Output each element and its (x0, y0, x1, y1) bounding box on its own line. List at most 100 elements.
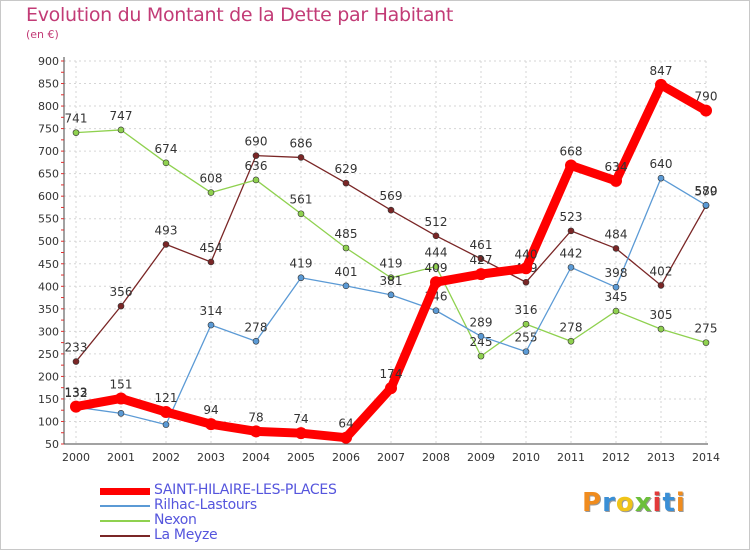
y-tick-label: 400 (38, 280, 59, 293)
data-label: 629 (335, 162, 358, 176)
data-label: 381 (380, 274, 403, 288)
data-label: 847 (650, 64, 673, 78)
y-tick-label: 50 (45, 438, 59, 451)
data-point (117, 302, 125, 310)
data-point (565, 159, 577, 172)
data-label: 444 (425, 245, 448, 259)
x-tick-label: 2000 (62, 451, 90, 464)
y-tick-label: 750 (38, 123, 59, 136)
data-point (610, 174, 622, 187)
data-label: 78 (248, 410, 263, 424)
data-label: 686 (290, 136, 313, 150)
data-label: 741 (65, 112, 88, 126)
data-label: 356 (110, 285, 133, 299)
data-point (252, 152, 260, 159)
data-label: 668 (560, 145, 583, 159)
data-label: 398 (605, 266, 628, 280)
data-label: 747 (110, 109, 133, 123)
y-tick-label: 200 (38, 370, 59, 383)
logo-letter: i (675, 488, 686, 518)
logo-letter: o (615, 488, 635, 518)
data-label: 314 (200, 304, 223, 318)
chart-subtitle: (en €) (26, 28, 59, 41)
data-label: 64 (338, 417, 353, 431)
data-point (430, 276, 442, 289)
legend-label: Rilhac-Lastours (154, 497, 257, 513)
data-label: 345 (605, 290, 628, 304)
data-point (117, 410, 125, 417)
y-tick-label: 500 (38, 235, 59, 248)
legend-swatch (100, 505, 150, 507)
data-point (72, 129, 80, 136)
data-label: 440 (515, 247, 538, 261)
data-point (387, 274, 395, 282)
x-tick-label: 2003 (197, 451, 225, 464)
logo-letter: P (582, 488, 603, 518)
chart-title: Evolution du Montant de la Dette par Hab… (26, 4, 454, 26)
data-label: 512 (425, 215, 448, 229)
data-label: 151 (110, 377, 133, 391)
data-point (567, 264, 575, 271)
data-label: 579 (695, 185, 718, 199)
data-point (207, 258, 215, 266)
data-point (385, 382, 397, 395)
data-point (477, 333, 485, 340)
data-point (342, 179, 350, 187)
x-tick-label: 2004 (242, 451, 270, 464)
data-label: 121 (155, 391, 178, 405)
legend-swatch (100, 520, 150, 522)
data-label: 485 (335, 227, 358, 241)
data-label: 461 (470, 238, 493, 252)
data-point (432, 307, 440, 314)
data-point (432, 263, 440, 270)
data-point (700, 104, 712, 117)
x-tick-label: 2005 (287, 451, 315, 464)
data-label: 569 (380, 189, 403, 203)
x-tick-label: 2008 (422, 451, 450, 464)
x-tick-label: 2009 (467, 451, 495, 464)
data-point (70, 400, 82, 413)
data-point (252, 337, 260, 345)
data-label: 74 (293, 412, 308, 426)
data-label: 278 (245, 320, 268, 334)
data-point (387, 206, 395, 214)
data-point (387, 291, 395, 299)
data-label: 634 (605, 160, 628, 174)
data-point (657, 174, 665, 182)
data-point (205, 418, 217, 431)
data-label: 316 (515, 303, 538, 317)
data-label: 636 (245, 159, 268, 173)
data-point (207, 321, 215, 329)
y-tick-label: 850 (38, 78, 59, 91)
data-label: 419 (290, 257, 313, 271)
y-tick-label: 450 (38, 258, 59, 271)
legend-label: SAINT-HILAIRE-LES-PLACES (154, 482, 337, 498)
data-point (162, 241, 170, 248)
data-point (117, 126, 125, 134)
data-point (250, 425, 262, 438)
x-tick-label: 2012 (602, 451, 630, 464)
data-label: 484 (605, 227, 628, 241)
data-point (207, 189, 215, 196)
data-label: 580 (695, 184, 718, 198)
data-label: 409 (425, 261, 448, 275)
data-point (522, 348, 530, 355)
data-label: 427 (470, 253, 493, 267)
y-tick-label: 350 (38, 303, 59, 316)
legend-label: Nexon (154, 512, 197, 528)
data-label: 289 (470, 315, 493, 329)
x-tick-label: 2010 (512, 451, 540, 464)
data-label: 523 (560, 210, 583, 224)
logo-letter: t (662, 488, 676, 518)
data-point (162, 421, 170, 428)
data-label: 674 (155, 142, 178, 156)
data-label: 454 (200, 241, 223, 255)
data-point (657, 325, 665, 333)
data-point (612, 245, 620, 252)
x-tick-label: 2013 (647, 451, 675, 464)
data-point (160, 406, 172, 419)
logo-letter: i (652, 488, 663, 518)
legend-swatch (100, 488, 150, 495)
data-label: 402 (650, 264, 673, 278)
